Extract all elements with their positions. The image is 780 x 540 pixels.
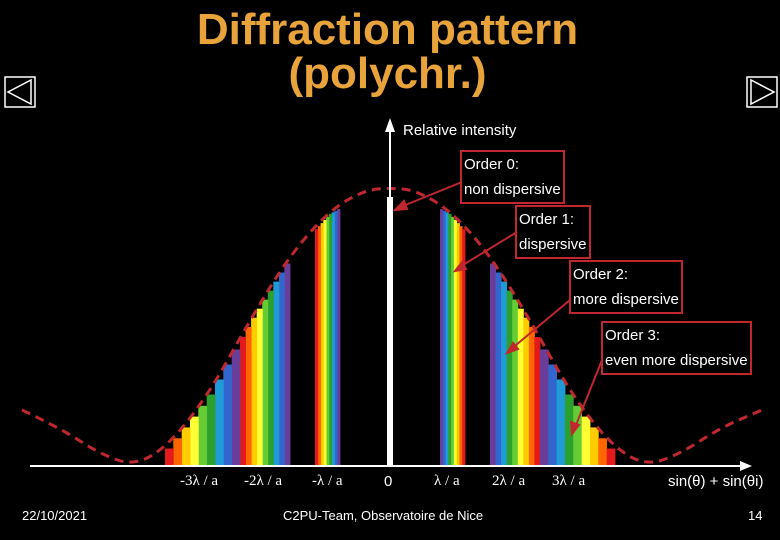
order-3-left-band-5 [190,416,199,466]
order-2-left-band-8 [240,337,246,466]
annotation-order-0: Order 0: non dispersive [460,150,565,204]
title-line-1: Diffraction pattern [196,5,579,54]
intensity-envelope-curve [21,187,763,464]
order-2-right-band-7 [528,327,535,466]
order-3-arrow [573,359,603,431]
order-1-right-band-1 [442,210,446,466]
order-1-right-band-4 [451,216,455,466]
order-3-left-band-1 [223,364,232,466]
order-2-left-band-0 [284,263,291,466]
order-1-right-band-6 [456,223,460,466]
y-axis-label: Relative intensity [403,122,517,139]
order-2-right-band-6 [523,317,530,466]
annotation-order-3-line-2: even more dispersive [605,352,748,369]
order-3-right-band-6 [590,427,599,466]
order-3-right-band-7 [598,438,607,467]
x-tick-minus-2: -2λ / a [244,473,283,489]
order-1-left-band-5 [323,219,327,466]
order-2-left-band-3 [267,290,274,466]
annotation-order-0-line-1: Order 0: [464,156,520,173]
order-2-left-band-6 [251,317,258,466]
x-tick-plus-1: λ / a [434,473,460,489]
annotation-order-2-line-1: Order 2: [573,266,629,283]
order-3-right-band-2 [556,379,566,466]
order-2-arrow [509,299,571,351]
slide-title: Diffraction pattern (polychr.) [150,8,625,96]
order-1-left-band-6 [320,223,324,466]
order-1-right-band-3 [448,213,452,466]
order-2-right-band-1 [495,272,502,466]
order-1-left-band-3 [328,213,333,466]
order-2-right-band-4 [512,299,519,466]
order-2-left-band-4 [262,299,269,466]
y-axis-arrow-icon [385,118,395,132]
x-tick-plus-2: 2λ / a [492,473,526,489]
order-1-left-band-7 [317,226,321,466]
order-3-right-band-8 [606,448,616,466]
x-tick-zero: 0 [384,473,393,490]
x-axis-arrow-icon [740,461,752,471]
order-3-left-band-4 [198,405,207,466]
order-2-right-band-3 [506,290,513,466]
order-3-left-band-6 [181,427,191,466]
annotation-order-3: Order 3: even more dispersive [601,321,752,375]
order-2-left-band-1 [278,272,285,466]
footer-credit: C2PU-Team, Observatoire de Nice [283,508,484,523]
order-0-arrowhead [392,199,409,212]
order-2-right-band-2 [501,281,508,466]
spectral-bands [165,209,616,467]
footer-date: 22/10/2021 [22,508,88,523]
order-1-arrowhead [452,260,468,273]
x-axis-label: sin(θ) + sin(θi) [668,473,764,490]
order-1-right-band-5 [453,219,458,466]
title-line-2: (polychr.) [288,49,487,98]
order-2-left-band-5 [256,308,263,466]
annotation-order-2-line-2: more dispersive [573,291,679,308]
order-3-left-band-0 [231,349,241,466]
triangle-left-icon [4,76,36,108]
order-3-left-band-3 [206,394,216,466]
order-2-arrowhead [504,341,520,355]
order-3-arrowhead [569,420,581,437]
order-1-left-band-1 [334,210,338,466]
annotation-order-0-line-2: non dispersive [464,181,561,198]
order-2-right-band-5 [517,308,524,466]
annotation-order-1-line-2: dispersive [519,236,587,253]
annotation-order-1-line-1: Order 1: [519,211,575,228]
order-3-right-band-1 [548,364,557,466]
order-1-left-band-4 [326,216,330,466]
annotation-arrows [392,181,603,437]
order-3-right-band-5 [581,416,591,466]
order-3-left-band-7 [173,438,182,466]
order-1-right-band-0 [440,209,444,466]
next-slide-button[interactable] [746,76,778,108]
page-number: 14 [748,508,763,523]
annotation-order-3-line-1: Order 3: [605,327,661,344]
order-1-right-band-2 [445,212,449,466]
order-1-right-band-8 [462,229,466,466]
order-3-left-band-2 [215,379,224,466]
order-2-left-band-7 [245,327,252,466]
order-3-left-band-8 [165,448,174,466]
x-tick-minus-3: -3λ / a [180,473,219,489]
annotation-order-1: Order 1: dispersive [515,205,591,259]
order-1-left-band-8 [315,229,319,466]
annotation-order-2: Order 2: more dispersive [569,260,683,314]
order-1-right-band-7 [459,226,463,466]
order-3-right-band-4 [573,405,582,467]
order-1-arrow [457,231,518,269]
order-2-right-band-8 [534,337,541,466]
order-3-right-band-0 [540,349,549,466]
previous-slide-button[interactable] [4,76,36,108]
order-2-left-band-2 [273,281,280,466]
x-tick-plus-3: 3λ / a [552,473,586,489]
x-tick-minus-1: -λ / a [312,473,343,489]
order-2-right-band-0 [490,263,496,466]
order-1-left-band-0 [337,209,341,466]
order-3-right-band-3 [565,394,574,466]
order-1-left-band-2 [331,212,335,466]
triangle-right-icon [746,76,778,108]
order-0-arrow [397,181,463,209]
